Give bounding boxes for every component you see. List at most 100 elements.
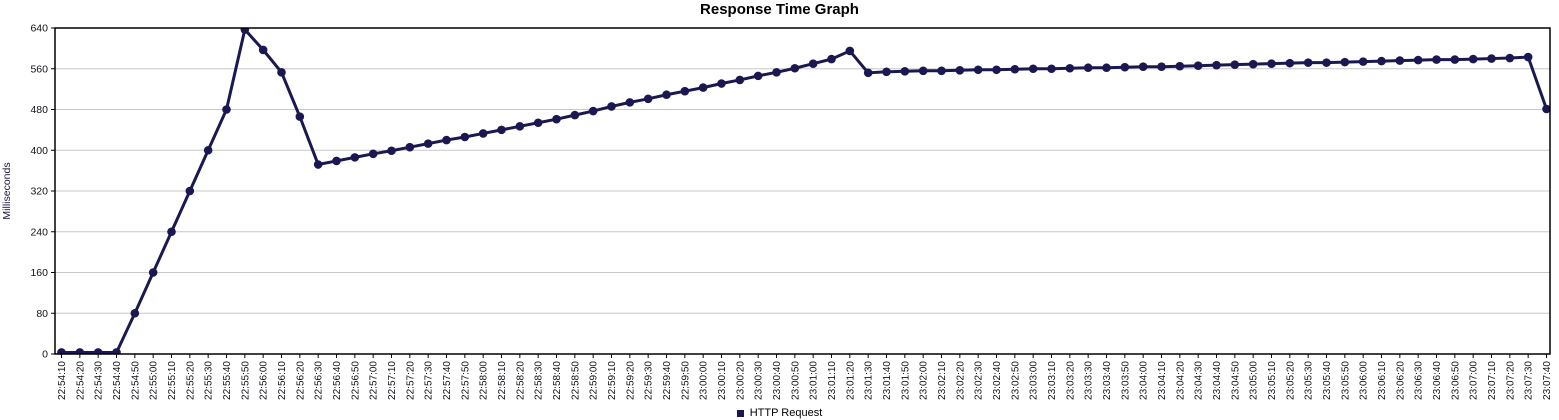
svg-text:22:56:20: 22:56:20 <box>295 361 306 400</box>
svg-text:22:58:50: 22:58:50 <box>570 361 581 400</box>
svg-text:23:06:40: 23:06:40 <box>1432 361 1443 400</box>
svg-text:23:01:40: 23:01:40 <box>882 361 893 400</box>
svg-text:22:54:10: 22:54:10 <box>57 361 68 400</box>
svg-text:22:56:40: 22:56:40 <box>332 361 343 400</box>
svg-text:23:06:50: 23:06:50 <box>1450 361 1461 400</box>
svg-text:22:54:40: 22:54:40 <box>112 361 123 400</box>
svg-text:22:57:50: 22:57:50 <box>460 361 471 400</box>
svg-text:23:04:50: 23:04:50 <box>1230 361 1241 400</box>
svg-text:23:04:20: 23:04:20 <box>1175 361 1186 400</box>
svg-text:22:55:40: 22:55:40 <box>222 361 233 400</box>
svg-text:22:59:20: 22:59:20 <box>625 361 636 400</box>
svg-text:0: 0 <box>42 349 48 361</box>
svg-text:22:54:30: 22:54:30 <box>94 361 105 400</box>
svg-text:23:02:40: 23:02:40 <box>992 361 1003 400</box>
svg-text:22:55:50: 22:55:50 <box>240 361 251 400</box>
svg-text:23:02:00: 23:02:00 <box>919 361 930 400</box>
svg-text:23:04:30: 23:04:30 <box>1194 361 1205 400</box>
svg-text:23:04:40: 23:04:40 <box>1212 361 1223 400</box>
svg-text:22:55:00: 22:55:00 <box>149 361 160 400</box>
series-points <box>57 28 1550 354</box>
svg-text:23:01:30: 23:01:30 <box>864 361 875 400</box>
y-gridlines <box>55 68 1550 314</box>
series-swatch-icon <box>736 409 744 417</box>
svg-text:22:55:30: 22:55:30 <box>204 361 215 400</box>
svg-text:22:58:10: 22:58:10 <box>497 361 508 400</box>
svg-text:23:03:10: 23:03:10 <box>1047 361 1058 400</box>
svg-text:22:57:20: 22:57:20 <box>405 361 416 400</box>
svg-text:22:57:30: 22:57:30 <box>424 361 435 400</box>
svg-text:22:59:30: 22:59:30 <box>644 361 655 400</box>
svg-text:23:00:40: 23:00:40 <box>772 361 783 400</box>
chart-title: Response Time Graph <box>700 1 859 18</box>
svg-text:22:55:10: 22:55:10 <box>167 361 178 400</box>
svg-text:23:06:10: 23:06:10 <box>1377 361 1388 400</box>
svg-text:23:07:10: 23:07:10 <box>1487 361 1498 400</box>
svg-text:22:58:40: 22:58:40 <box>552 361 563 400</box>
legend: HTTP Request <box>0 407 1559 419</box>
svg-text:23:07:40: 23:07:40 <box>1542 361 1553 400</box>
svg-text:23:07:20: 23:07:20 <box>1505 361 1516 400</box>
svg-text:23:06:20: 23:06:20 <box>1395 361 1406 400</box>
svg-text:22:58:00: 22:58:00 <box>479 361 490 400</box>
svg-text:22:56:00: 22:56:00 <box>259 361 270 400</box>
svg-text:23:02:20: 23:02:20 <box>955 361 966 400</box>
svg-text:23:00:30: 23:00:30 <box>754 361 765 400</box>
svg-text:22:57:10: 22:57:10 <box>387 361 398 400</box>
svg-text:23:05:00: 23:05:00 <box>1249 361 1260 400</box>
y-axis-labels: 0 80 160 240 320 400 480 560 640 <box>30 23 55 361</box>
svg-text:640: 640 <box>30 23 48 35</box>
svg-text:22:59:50: 22:59:50 <box>680 361 691 400</box>
svg-text:23:02:50: 23:02:50 <box>1010 361 1021 400</box>
svg-text:160: 160 <box>30 267 48 279</box>
svg-text:23:05:20: 23:05:20 <box>1285 361 1296 400</box>
x-axis-labels: 22:54:10 22:54:20 22:54:30 22:54:40 22:54:50… <box>57 354 1553 400</box>
svg-text:22:55:20: 22:55:20 <box>185 361 196 400</box>
svg-text:23:04:00: 23:04:00 <box>1139 361 1150 400</box>
svg-text:23:07:00: 23:07:00 <box>1469 361 1480 400</box>
svg-text:23:01:00: 23:01:00 <box>809 361 820 400</box>
svg-text:23:00:20: 23:00:20 <box>735 361 746 400</box>
series-line <box>61 28 1548 354</box>
svg-text:80: 80 <box>36 308 48 320</box>
svg-text:22:54:50: 22:54:50 <box>130 361 141 400</box>
svg-text:23:02:30: 23:02:30 <box>974 361 985 400</box>
svg-text:22:57:40: 22:57:40 <box>442 361 453 400</box>
svg-text:23:03:20: 23:03:20 <box>1065 361 1076 400</box>
svg-text:23:01:50: 23:01:50 <box>900 361 911 400</box>
svg-text:23:05:50: 23:05:50 <box>1340 361 1351 400</box>
svg-text:23:07:30: 23:07:30 <box>1524 361 1535 400</box>
svg-text:22:58:30: 22:58:30 <box>534 361 545 400</box>
svg-text:23:02:10: 23:02:10 <box>937 361 948 400</box>
svg-text:240: 240 <box>30 226 48 238</box>
svg-text:400: 400 <box>30 145 48 157</box>
plot-border <box>54 27 1551 355</box>
series-http-request <box>57 28 1550 354</box>
svg-text:22:59:10: 22:59:10 <box>607 361 618 400</box>
svg-text:560: 560 <box>30 63 48 75</box>
svg-text:22:56:10: 22:56:10 <box>277 361 288 400</box>
svg-text:23:04:10: 23:04:10 <box>1157 361 1168 400</box>
svg-text:23:05:10: 23:05:10 <box>1267 361 1278 400</box>
svg-text:23:00:50: 23:00:50 <box>790 361 801 400</box>
svg-text:22:54:20: 22:54:20 <box>75 361 86 400</box>
svg-text:23:03:50: 23:03:50 <box>1120 361 1131 400</box>
svg-text:23:01:10: 23:01:10 <box>827 361 838 400</box>
svg-text:22:56:50: 22:56:50 <box>350 361 361 400</box>
legend-label: HTTP Request <box>749 407 823 419</box>
svg-text:23:06:30: 23:06:30 <box>1414 361 1425 400</box>
svg-text:22:57:00: 22:57:00 <box>369 361 380 400</box>
svg-text:23:06:00: 23:06:00 <box>1359 361 1370 400</box>
svg-text:22:58:20: 22:58:20 <box>515 361 526 400</box>
svg-text:23:03:30: 23:03:30 <box>1084 361 1095 400</box>
svg-text:23:00:00: 23:00:00 <box>699 361 710 400</box>
svg-text:480: 480 <box>30 104 48 116</box>
svg-text:23:05:40: 23:05:40 <box>1322 361 1333 400</box>
svg-text:22:56:30: 22:56:30 <box>314 361 325 400</box>
svg-text:23:03:40: 23:03:40 <box>1102 361 1113 400</box>
svg-text:320: 320 <box>30 186 48 198</box>
svg-text:22:59:00: 22:59:00 <box>589 361 600 400</box>
svg-text:23:05:30: 23:05:30 <box>1304 361 1315 400</box>
svg-text:23:01:20: 23:01:20 <box>845 361 856 400</box>
